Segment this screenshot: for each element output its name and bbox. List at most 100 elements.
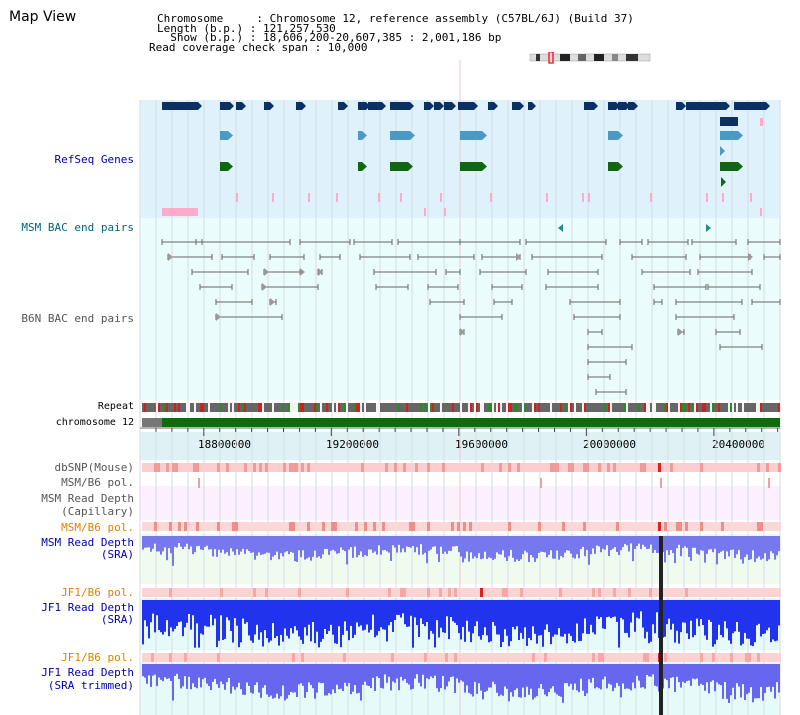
depth-bar [754, 664, 756, 699]
heat-mark [547, 522, 550, 531]
heat-mark [628, 463, 631, 472]
depth-bar [384, 664, 386, 675]
depth-bar [764, 536, 766, 554]
depth-bar [494, 536, 496, 559]
b6n-bac-label[interactable]: B6N BAC end pairs [21, 312, 134, 325]
pol-mark [768, 478, 770, 488]
repeat-mark [560, 403, 562, 412]
heat-mark [454, 653, 457, 662]
heat-mark [547, 653, 550, 662]
heat-mark [619, 588, 622, 597]
heat-mark [673, 463, 676, 472]
heat-mark [328, 522, 331, 531]
dbsnp-label: dbSNP(Mouse) [54, 461, 134, 474]
depth-bar [732, 536, 734, 550]
depth-bar [566, 664, 568, 684]
depth-bar [250, 664, 252, 693]
heat-mark [757, 522, 760, 531]
heat-mark [646, 653, 649, 662]
heat-mark [169, 463, 172, 472]
depth-bar [154, 536, 156, 544]
heat-mark [538, 653, 541, 662]
gene-arrow [410, 102, 414, 110]
depth-bar [670, 600, 672, 630]
depth-bar [702, 600, 704, 626]
heat-mark [751, 653, 754, 662]
depth-bar [358, 664, 360, 693]
depth-bar [690, 536, 692, 561]
repeat-mark [260, 403, 262, 412]
heat-mark [703, 588, 706, 597]
heat-mark [208, 588, 211, 597]
heat-mark [592, 522, 595, 531]
heat-mark [577, 653, 580, 662]
msm-bac-label[interactable]: MSM BAC end pairs [21, 221, 134, 234]
depth-bar [408, 664, 410, 685]
repeat-mark [310, 403, 312, 412]
heat-mark [382, 522, 385, 531]
depth-bar [494, 600, 496, 626]
depth-bar [442, 664, 444, 676]
depth-bar [634, 600, 636, 632]
depth-bar [768, 664, 770, 687]
depth-bar [730, 664, 732, 696]
repeat-mark [392, 403, 394, 412]
heat-mark [730, 463, 733, 472]
depth-bar [238, 600, 240, 648]
depth-bar [216, 536, 218, 557]
repeat-mark [184, 403, 186, 412]
repeat-mark [246, 403, 248, 412]
depth-bar [680, 600, 682, 633]
repeat-mark [258, 403, 260, 412]
repeat-mark [296, 403, 298, 412]
depth-bar [482, 664, 484, 700]
heat-mark [250, 588, 253, 597]
gene-arrow [408, 162, 413, 171]
repeat-mark [324, 403, 326, 412]
heat-mark [361, 588, 364, 597]
heat-mark [706, 653, 709, 662]
show-range-info: Show (b.p.) : 18,606,200-20,607,385 : 2,… [157, 31, 502, 44]
depth-bar [738, 664, 740, 687]
depth-bar [684, 536, 686, 547]
heat-mark [658, 522, 661, 531]
depth-bar [458, 664, 460, 683]
depth-bar [434, 664, 436, 676]
depth-bar [202, 664, 204, 680]
repeat-mark [488, 403, 490, 412]
refseq-genes-label[interactable]: RefSeq Genes [54, 153, 134, 166]
depth-bar [144, 664, 146, 678]
heat-mark [694, 588, 697, 597]
heat-mark [490, 522, 493, 531]
depth-bar [714, 536, 716, 549]
gene [628, 102, 634, 110]
depth-bar [574, 664, 576, 684]
repeat-mark [738, 403, 740, 412]
depth-bar [572, 600, 574, 642]
depth-bar [458, 600, 460, 634]
heat-mark [310, 463, 313, 472]
repeat-mark [348, 403, 350, 412]
heat-mark [448, 653, 451, 662]
snp-mark [308, 193, 310, 202]
depth-bar [758, 600, 760, 624]
heat-mark [616, 588, 619, 597]
depth-bar [228, 664, 230, 678]
heat-mark [553, 463, 556, 472]
depth-bar [628, 536, 630, 552]
heat-mark [220, 522, 223, 531]
gene-arrow [482, 131, 487, 140]
heat-mark [490, 588, 493, 597]
gene-arrow [410, 131, 415, 140]
heat-mark [685, 588, 688, 597]
repeat-mark [758, 403, 760, 412]
heat-mark [565, 463, 568, 472]
depth-bar [416, 664, 418, 675]
heat-mark [262, 653, 265, 662]
depth-bar [550, 664, 552, 689]
heat-mark [451, 463, 454, 472]
chromosome-ideogram[interactable] [528, 52, 654, 64]
depth-bar [240, 600, 242, 643]
depth-bar [580, 664, 582, 679]
